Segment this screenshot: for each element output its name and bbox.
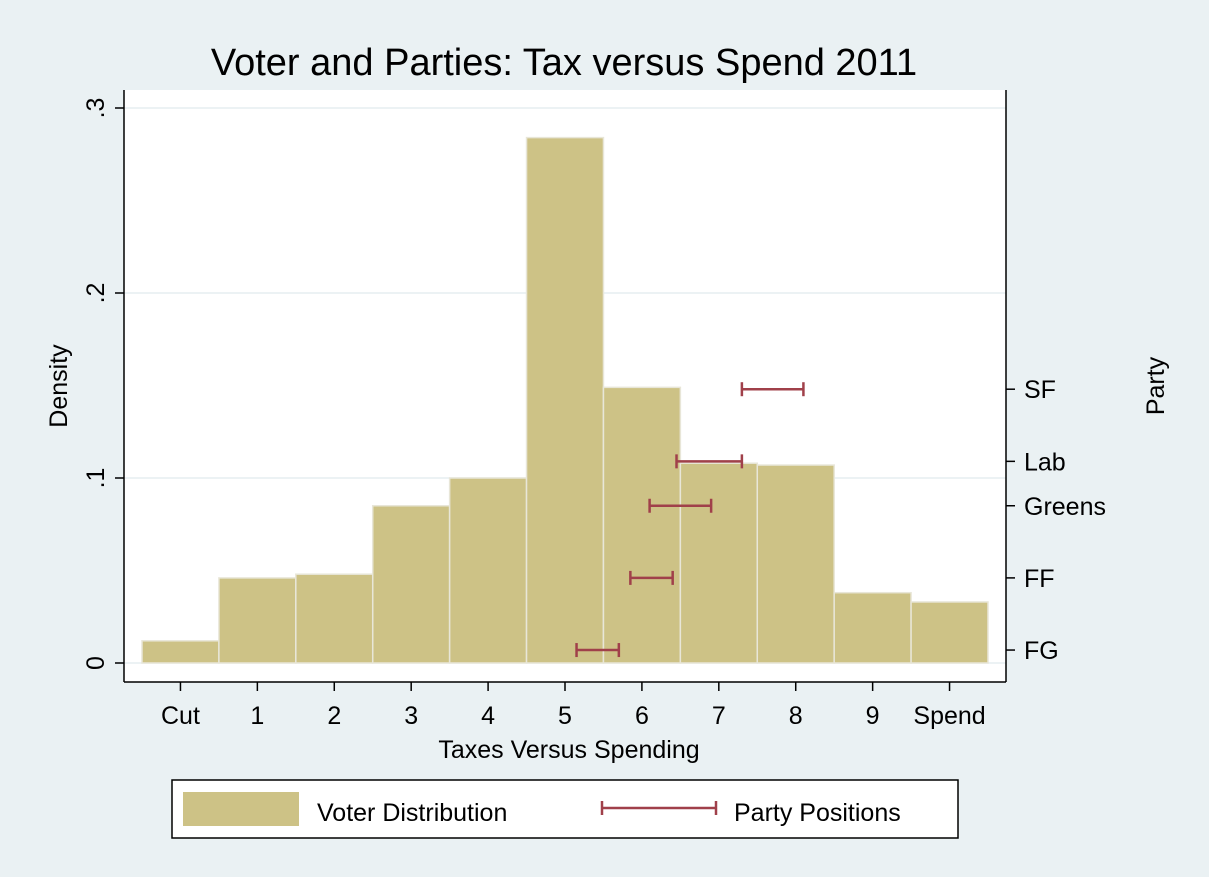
histogram-bar — [602, 386, 682, 664]
party-position-bar — [675, 454, 744, 469]
party-tick-label: FG — [1024, 637, 1059, 665]
legend: Voter Distribution Party Positions — [171, 779, 959, 839]
x-tick-label: 7 — [712, 702, 726, 730]
y-tick-label: 0 — [82, 656, 110, 670]
histogram-bar — [448, 477, 528, 664]
histogram-bar — [295, 573, 374, 664]
legend-label-voter-distribution: Voter Distribution — [317, 799, 507, 827]
x-tick-label: 8 — [789, 702, 803, 730]
plot-area — [123, 90, 1007, 683]
party-position-bar — [629, 570, 674, 585]
legend-swatch-party-positions — [600, 801, 718, 815]
party-tick-label: SF — [1024, 376, 1056, 404]
legend-box — [171, 779, 959, 839]
y-axis-label: Density — [45, 344, 73, 428]
party-position-bar — [575, 643, 621, 658]
chart-title: Voter and Parties: Tax versus Spend 2011 — [211, 42, 917, 84]
legend-label-party-positions: Party Positions — [734, 799, 901, 827]
x-tick-label: 2 — [327, 702, 341, 730]
histogram-bar — [833, 591, 912, 664]
x-axis-ticks: Cut 1 2 3 4 5 6 7 8 9 Spend — [161, 682, 986, 730]
x-tick-label: 1 — [250, 702, 264, 730]
x-axis-label: Taxes Versus Spending — [438, 736, 699, 764]
y-tick-label: .1 — [82, 468, 110, 489]
right-axis-title: Party — [1142, 356, 1170, 415]
party-position-bars — [575, 382, 805, 658]
histogram-bar — [218, 577, 297, 664]
party-tick-label: Greens — [1024, 493, 1106, 521]
x-tick-label: 4 — [481, 702, 495, 730]
legend-swatch-voter-distribution — [183, 792, 299, 826]
x-tick-label: 3 — [404, 702, 418, 730]
y-tick-label: .3 — [82, 98, 110, 119]
x-tick-label: Spend — [913, 702, 985, 730]
x-tick-label: 9 — [866, 702, 880, 730]
party-axis-ticks: SF Lab Greens FF FG — [1006, 376, 1106, 665]
x-tick-label: 6 — [635, 702, 649, 730]
histogram-bar — [910, 601, 989, 664]
histogram-bar — [141, 640, 220, 664]
histogram-bar — [371, 505, 451, 664]
party-tick-label: Lab — [1024, 448, 1066, 476]
x-tick-label: 5 — [558, 702, 572, 730]
histogram-bars — [141, 136, 989, 664]
histogram-bar — [525, 136, 605, 664]
y-axis-ticks: 0 .1 .2 .3 — [82, 98, 124, 670]
histogram-bar — [756, 464, 835, 664]
party-position-bar — [740, 382, 805, 397]
histogram-bar — [679, 462, 759, 664]
party-position-bar — [648, 498, 713, 513]
party-tick-label: FF — [1024, 565, 1055, 593]
y-tick-label: .2 — [82, 283, 110, 304]
x-tick-label: Cut — [161, 702, 200, 730]
